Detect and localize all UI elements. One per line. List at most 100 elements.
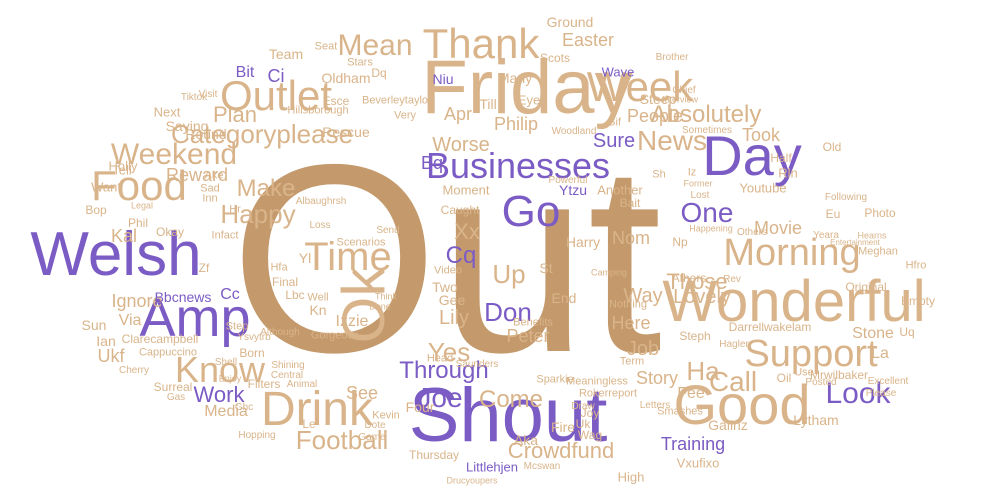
word-visit: Visit [198, 89, 218, 100]
word-rokerreport: Rokerreport [578, 387, 638, 400]
word-know: Know [174, 349, 266, 390]
word-end: End [551, 290, 577, 306]
word-loss: Loss [309, 220, 331, 231]
word-inn: Inn [202, 192, 218, 205]
word-movie: Movie [753, 218, 803, 238]
word-wag: Wag [577, 428, 603, 442]
word-lost: Lost [690, 190, 710, 201]
word-wonderful: Wonderful [662, 269, 926, 334]
word-reward: Reward [165, 165, 229, 185]
word-football: Football [295, 425, 389, 455]
word-albaughrsh: Albaughrsh [295, 196, 347, 207]
word-drucyoupers: Drucyoupers [446, 475, 498, 486]
word-ghc: Ghc [234, 402, 254, 413]
word-seat: Seat [314, 40, 338, 53]
word-brother: Brother [655, 52, 689, 63]
word-use: Use [794, 366, 814, 379]
word-esce: Esce [322, 94, 350, 108]
word-lovely: Lovely [673, 286, 731, 308]
word-sometimes: Sometimes [681, 125, 733, 136]
word-philip: Philip [493, 114, 539, 134]
word-woodland: Woodland [551, 126, 597, 137]
word-ytzu: Ytzu [558, 182, 588, 198]
word-sparkie: Sparkie [536, 373, 574, 386]
word-bop: Bop [85, 203, 107, 217]
word-morning: Morning [723, 232, 861, 274]
word-want: Want [91, 179, 121, 195]
word-uk: Uk [575, 417, 591, 431]
word-enjoy: Enjoy [218, 373, 242, 384]
word-rln: Rln [778, 165, 798, 181]
word-food: Food [91, 162, 187, 209]
word-bbcnews: Bbcnews [154, 289, 212, 305]
word-please: Please [865, 388, 897, 399]
word-steph: Steph [679, 329, 711, 343]
word-hopping: Hopping [238, 430, 276, 441]
word-phil: Phil [127, 216, 149, 230]
word-scots: Scots [539, 51, 571, 65]
word-uq: Uq [899, 325, 915, 339]
word-le: Le [302, 417, 316, 431]
word-iz: Iz [687, 166, 697, 179]
word-izzie: Izzie [335, 313, 369, 330]
word-tell: Tell [112, 162, 132, 178]
word-amp: Amp [139, 288, 251, 348]
word-kal: Kal [110, 226, 138, 246]
word-animal: Animal [286, 379, 318, 390]
word-mrwilbaker: Mrwilbaker [809, 368, 869, 382]
word-stone: Stone [852, 325, 894, 342]
word-four: Four [405, 399, 435, 415]
word-another: Another [597, 182, 643, 198]
word-here: Here [611, 313, 651, 333]
word-well: Well [307, 291, 329, 304]
word-letters: Letters [639, 400, 671, 411]
word-via: Via [118, 312, 142, 329]
word-legal: Legal [130, 200, 154, 211]
word-youtube: Youtube [739, 180, 787, 196]
word-work: Work [193, 382, 245, 407]
word-ystvytrb: Ysvytrb [237, 332, 271, 343]
word-born: Born [239, 346, 265, 360]
word-day: Day [702, 124, 802, 187]
word-mean: Mean [337, 29, 413, 62]
word-story: Story [635, 368, 679, 388]
word-ci: Ci [267, 66, 285, 86]
word-way: Way [623, 285, 663, 307]
word-lbc: Lbc [285, 288, 305, 302]
word-up: Up [492, 259, 526, 289]
word-out: Out [230, 108, 662, 408]
word-friday: Friday [421, 45, 633, 130]
word-welsh: Welsh [30, 220, 202, 289]
word-easter: Easter [561, 30, 615, 50]
word-athers: Athers [671, 271, 707, 285]
word-gorgeous: Gorgeous [310, 329, 360, 342]
word-infact: Infact [211, 229, 239, 242]
word-bit: Bit [235, 64, 255, 81]
word-empty: Empty [900, 294, 936, 308]
word-np: Np [672, 235, 688, 249]
word-zf: Zf [198, 261, 210, 275]
word-meaningless: Meaningless [566, 375, 628, 388]
word-hillsborough: Hillsborough [287, 104, 349, 117]
word-ground: Ground [546, 14, 594, 30]
word-gif: Gif [606, 116, 622, 129]
word-saunders: Saunders [455, 359, 499, 370]
word-wave: Wave [601, 64, 635, 80]
word-eye: Eye [517, 92, 541, 108]
word-ian: Ian [96, 333, 116, 349]
word-fee: Fee [677, 385, 705, 402]
word-caught: Caught [440, 203, 480, 217]
word-very: Very [393, 109, 417, 122]
word-filters: Filters [247, 377, 281, 391]
word-oldham: Oldham [321, 70, 371, 86]
word-xx: Xx [454, 219, 480, 244]
word-crowdfund: Crowdfund [507, 438, 615, 463]
word-joy: Joy [580, 406, 600, 420]
word-think: Think [374, 291, 398, 302]
word-darrellwakelam: Darrellwakelam [728, 320, 812, 334]
word-sun: Sun [81, 317, 107, 333]
word-bq: Bq [420, 153, 444, 173]
word-go: Go [501, 187, 561, 236]
word-shining: Shining [271, 360, 305, 371]
word-job: Job [626, 338, 660, 360]
